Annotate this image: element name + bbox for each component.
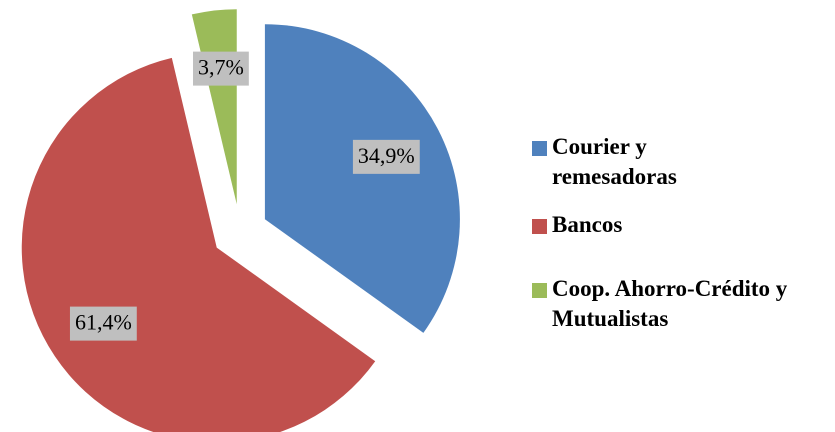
pie-slice bbox=[264, 24, 460, 333]
legend-swatch bbox=[532, 283, 547, 298]
data-label: 61,4% bbox=[69, 306, 137, 341]
legend: Courier y remesadoras Bancos Coop. Ahorro-… bbox=[530, 132, 835, 352]
data-label-box bbox=[193, 51, 249, 86]
data-label: 34,9% bbox=[352, 139, 420, 174]
data-label-box bbox=[352, 139, 420, 174]
legend-label: Coop. Ahorro-Crédito y Mutualistas bbox=[552, 276, 788, 331]
legend-label: Courier y remesadoras bbox=[552, 134, 677, 189]
legend-label: Bancos bbox=[552, 212, 623, 237]
legend-swatch bbox=[532, 219, 547, 234]
data-label-text: 34,9% bbox=[358, 143, 415, 168]
data-label: 3,7% bbox=[193, 51, 249, 86]
data-label-text: 61,4% bbox=[75, 310, 132, 335]
legend-item: Courier y remesadoras bbox=[530, 132, 712, 192]
data-label-box bbox=[69, 306, 137, 341]
legend-item: Bancos bbox=[530, 210, 835, 240]
data-label-text: 3,7% bbox=[198, 55, 244, 80]
legend-swatch bbox=[532, 141, 547, 156]
legend-item: Coop. Ahorro-Crédito y Mutualistas bbox=[530, 274, 835, 334]
